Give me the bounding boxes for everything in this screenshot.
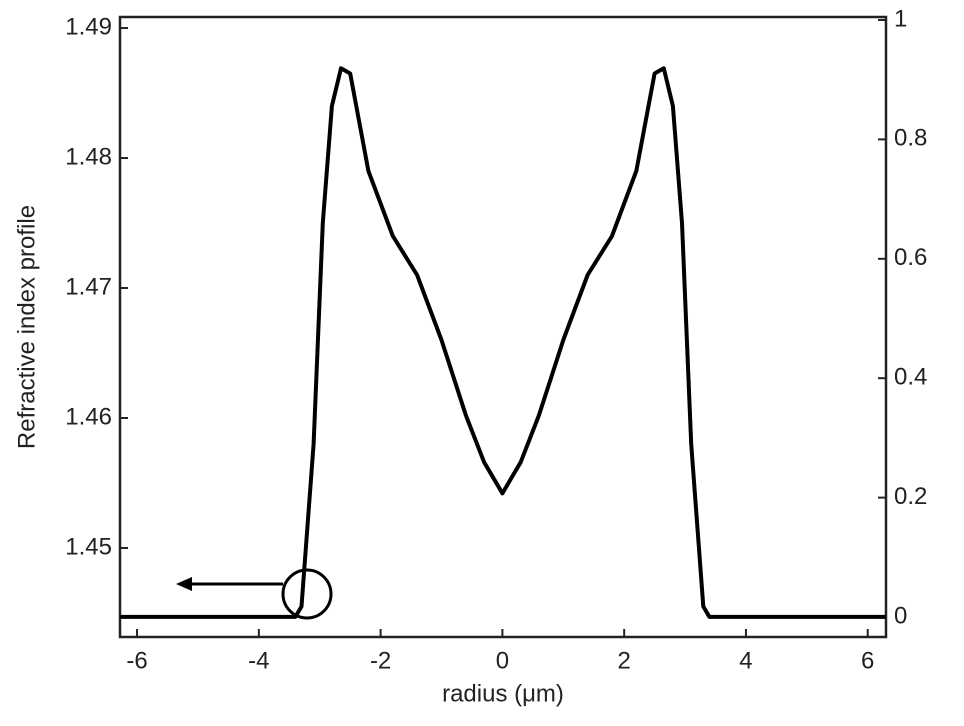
y-tick-label: 1.47 (65, 273, 112, 300)
plot-frame (118, 15, 888, 639)
y-axis-label: Refractive index profile (13, 205, 40, 449)
y2-tick-label: 1 (894, 5, 907, 32)
x-tick-label: -4 (248, 647, 269, 674)
x-tick-label: -2 (370, 647, 391, 674)
y2-tick-label: 0 (894, 602, 907, 629)
y2-tick-label: 0.8 (894, 125, 927, 152)
x-tick-label: 2 (617, 647, 630, 674)
y-tick-label: 1.48 (65, 143, 112, 170)
y2-tick-label: 0.4 (894, 364, 927, 391)
y-tick-label: 1.49 (65, 13, 112, 40)
y2-tick-label: 0.6 (894, 244, 927, 271)
profile-line (120, 66, 886, 619)
annotation-circle (281, 568, 333, 620)
x-tick-label: 4 (739, 647, 752, 674)
x-tick-label: 6 (861, 647, 874, 674)
y2-tick-label: 0.2 (894, 483, 927, 510)
y-tick-label: 1.46 (65, 403, 112, 430)
x-axis-label: radius (μm) (442, 680, 564, 707)
arrow-head (176, 577, 192, 591)
y-tick-label: 1.45 (65, 533, 112, 560)
x-tick-label: -6 (126, 647, 147, 674)
x-tick-label: 0 (496, 647, 509, 674)
